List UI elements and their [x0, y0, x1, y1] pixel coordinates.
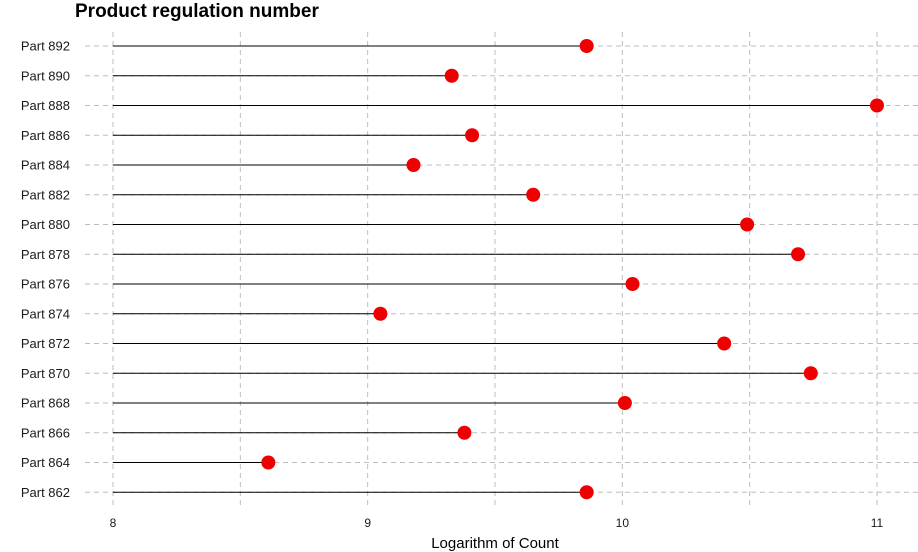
data-point [444, 68, 459, 83]
data-point [625, 277, 640, 291]
data-point [803, 366, 818, 381]
x-tick-label: 11 [871, 516, 884, 530]
x-tick-label: 10 [616, 516, 630, 530]
y-category-label: Part 890 [21, 68, 70, 83]
data-point [526, 187, 541, 202]
y-category-label: Part 892 [21, 39, 70, 54]
y-axis-labels: Part 892 Part 890 Part 888 Part 886 Part 884… [21, 39, 70, 500]
x-axis-ticks: 8 9 10 11 [110, 516, 884, 530]
data-point [261, 455, 276, 470]
data-point [791, 247, 806, 262]
y-category-label: Part 874 [21, 306, 70, 321]
y-category-label: Part 886 [21, 128, 70, 143]
y-category-label: Part 870 [21, 366, 70, 381]
data-point [617, 396, 632, 410]
y-category-label: Part 868 [21, 396, 70, 411]
data-point [579, 485, 594, 500]
y-category-label: Part 888 [21, 98, 70, 113]
grid-lines [85, 32, 918, 508]
y-category-label: Part 882 [21, 187, 70, 202]
data-point [740, 217, 755, 232]
y-category-label: Part 862 [21, 485, 70, 500]
y-category-label: Part 878 [21, 247, 70, 262]
data-point [870, 98, 884, 113]
y-category-label: Part 884 [21, 158, 70, 173]
data-point [465, 128, 480, 143]
data-point [406, 158, 421, 172]
data-point [373, 306, 388, 321]
stem-lines [113, 45, 877, 493]
y-category-label: Part 872 [21, 336, 70, 351]
y-category-label: Part 880 [21, 217, 70, 232]
data-point [457, 425, 472, 440]
data-points [261, 39, 884, 500]
x-tick-label: 9 [364, 516, 371, 530]
chart-title: Product regulation number [75, 1, 319, 22]
x-tick-label: 8 [110, 516, 117, 530]
y-category-label: Part 866 [21, 425, 70, 440]
data-point [717, 336, 732, 351]
data-point [579, 39, 594, 53]
y-category-label: Part 864 [21, 455, 70, 470]
y-category-label: Part 876 [21, 277, 70, 292]
x-axis-label: Logarithm of Count [431, 535, 559, 552]
